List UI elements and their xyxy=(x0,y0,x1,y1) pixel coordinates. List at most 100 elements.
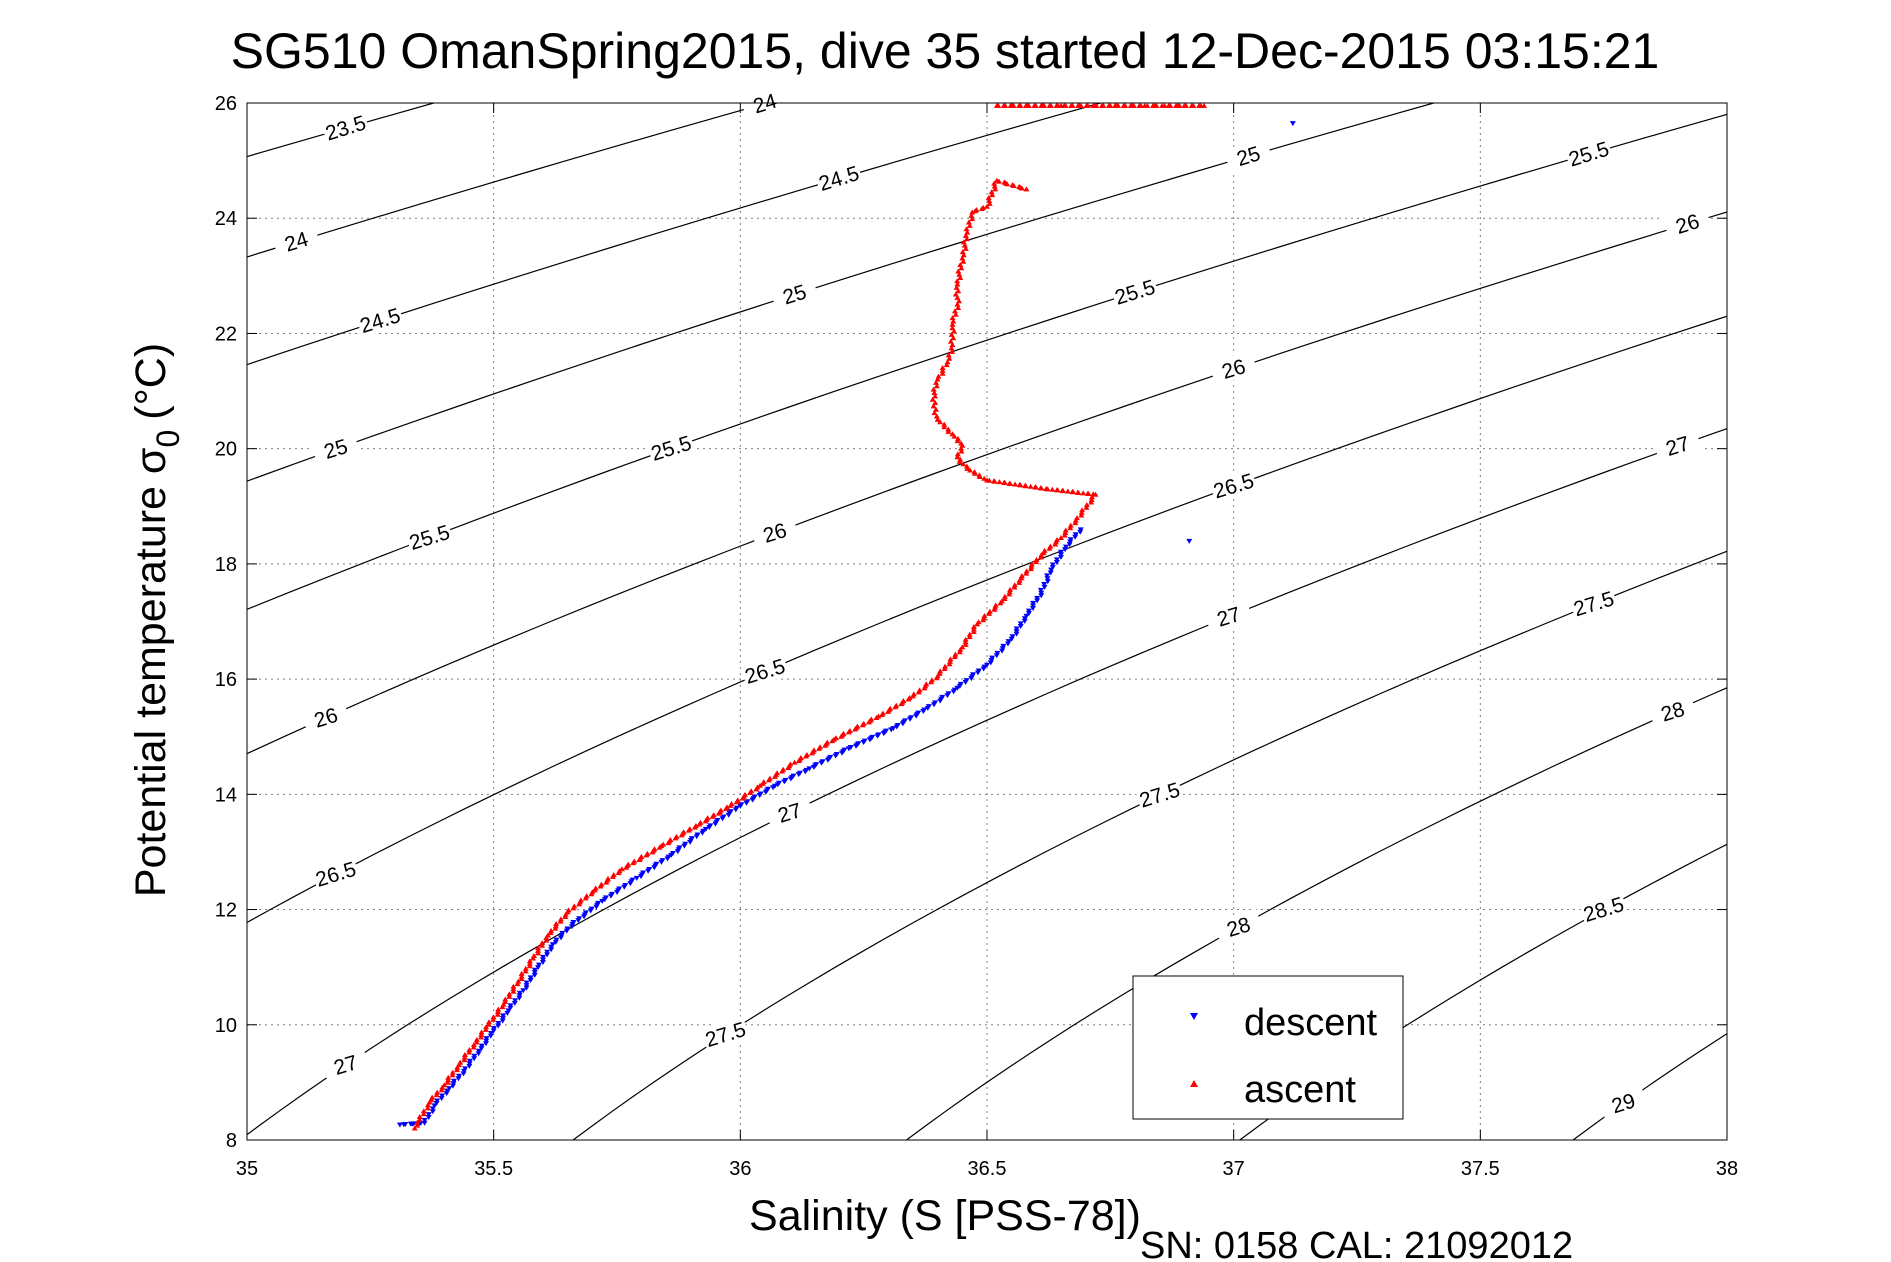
data-point-ascent xyxy=(420,1111,427,1117)
data-point-descent xyxy=(869,734,876,740)
data-point-ascent xyxy=(931,389,938,395)
data-point-ascent xyxy=(797,755,804,761)
data-point-ascent xyxy=(933,413,940,419)
data-point-ascent xyxy=(860,720,867,726)
data-point-descent xyxy=(516,990,523,996)
data-point-descent xyxy=(915,710,922,716)
data-point-ascent xyxy=(1002,103,1009,108)
data-point-descent xyxy=(488,1031,495,1037)
data-point-ascent xyxy=(956,298,962,304)
data-point-descent xyxy=(646,867,653,873)
data-point-descent xyxy=(609,891,616,897)
y-axis-label: Potential temperature σ0 (°C) xyxy=(127,343,186,897)
data-point-ascent xyxy=(962,232,969,238)
data-point-ascent xyxy=(728,801,735,807)
data-point-descent xyxy=(841,747,848,753)
data-point-descent xyxy=(1058,552,1064,558)
data-point-ascent xyxy=(490,1016,497,1022)
data-point-ascent xyxy=(515,978,522,984)
data-point-ascent xyxy=(955,435,962,441)
data-series xyxy=(396,103,1296,1131)
data-point-ascent xyxy=(928,677,935,683)
data-point-ascent xyxy=(949,341,956,347)
data-point-ascent xyxy=(766,775,773,781)
legend-box xyxy=(1132,975,1404,1120)
data-point-descent xyxy=(523,980,530,986)
data-point-ascent xyxy=(946,355,953,361)
data-point-ascent xyxy=(478,1031,485,1037)
data-point-descent xyxy=(827,754,834,760)
data-point-ascent xyxy=(1093,103,1100,108)
data-point-ascent xyxy=(1115,103,1122,108)
data-point-descent xyxy=(1017,621,1024,627)
data-point-ascent xyxy=(704,815,711,821)
data-point-ascent xyxy=(454,1067,461,1073)
contour-label-bg xyxy=(740,652,790,689)
data-point-ascent xyxy=(962,636,969,642)
data-point-descent xyxy=(1062,544,1069,550)
data-point-descent xyxy=(552,939,559,945)
data-point-descent xyxy=(439,1093,446,1099)
y-tick-label: 18 xyxy=(215,554,237,576)
data-point-descent xyxy=(622,882,629,888)
data-point-descent xyxy=(994,650,1001,656)
legend: descent ascent xyxy=(1132,975,1404,1120)
data-point-ascent xyxy=(502,996,509,1002)
data-point-descent xyxy=(932,700,939,706)
data-point-descent xyxy=(402,1122,409,1128)
data-point-descent xyxy=(796,770,803,776)
data-point-ascent xyxy=(986,200,993,206)
data-point-descent xyxy=(894,722,901,728)
data-point-ascent xyxy=(957,262,964,268)
data-point-descent xyxy=(478,1043,485,1049)
data-point-descent xyxy=(1041,584,1048,590)
data-point-ascent xyxy=(673,833,680,839)
data-point-descent xyxy=(438,1096,445,1102)
data-point-ascent xyxy=(1084,490,1091,496)
data-point-ascent xyxy=(697,819,704,825)
data-point-descent xyxy=(720,814,727,820)
data-point-descent xyxy=(669,850,676,856)
data-point-ascent xyxy=(944,359,951,365)
data-point-descent xyxy=(483,1038,490,1044)
data-point-ascent xyxy=(518,976,525,982)
data-point-ascent xyxy=(1078,512,1085,518)
data-point-ascent xyxy=(499,1004,506,1010)
data-point-ascent xyxy=(1088,494,1095,500)
data-point-descent xyxy=(520,988,527,994)
data-point-ascent xyxy=(760,779,767,785)
data-point-ascent xyxy=(954,278,961,284)
contour-label-bg xyxy=(320,109,370,145)
data-point-descent xyxy=(511,1000,518,1006)
data-point-descent xyxy=(676,845,683,851)
data-point-ascent xyxy=(923,681,930,687)
data-point-ascent xyxy=(618,866,625,872)
data-point-ascent xyxy=(734,797,741,803)
data-point-descent xyxy=(531,967,538,973)
contour-label-bg xyxy=(404,518,454,555)
data-point-ascent xyxy=(960,239,967,245)
data-point-ascent xyxy=(964,229,971,235)
data-point-ascent xyxy=(445,1074,452,1080)
data-point-ascent xyxy=(939,367,946,373)
data-point-descent xyxy=(433,1100,440,1106)
data-point-descent xyxy=(1049,565,1056,571)
data-point-descent xyxy=(500,1013,507,1019)
data-point-descent xyxy=(475,1051,482,1057)
data-point-ascent xyxy=(941,421,948,427)
data-point-ascent xyxy=(456,1062,463,1068)
data-point-ascent xyxy=(1153,103,1160,108)
contour-label-bg xyxy=(814,159,864,196)
data-point-descent xyxy=(1034,595,1041,601)
data-point-ascent xyxy=(1041,103,1048,108)
data-point-descent xyxy=(483,1041,490,1047)
data-point-ascent xyxy=(553,920,560,926)
data-point-descent xyxy=(1057,554,1064,560)
data-point-descent xyxy=(616,886,623,892)
data-point-ascent xyxy=(973,207,980,213)
x-tick-label: 35.5 xyxy=(474,1158,513,1180)
data-point-descent xyxy=(1005,639,1012,645)
data-point-descent xyxy=(1041,582,1048,588)
data-point-ascent xyxy=(991,183,998,189)
data-point-descent xyxy=(475,1048,482,1054)
